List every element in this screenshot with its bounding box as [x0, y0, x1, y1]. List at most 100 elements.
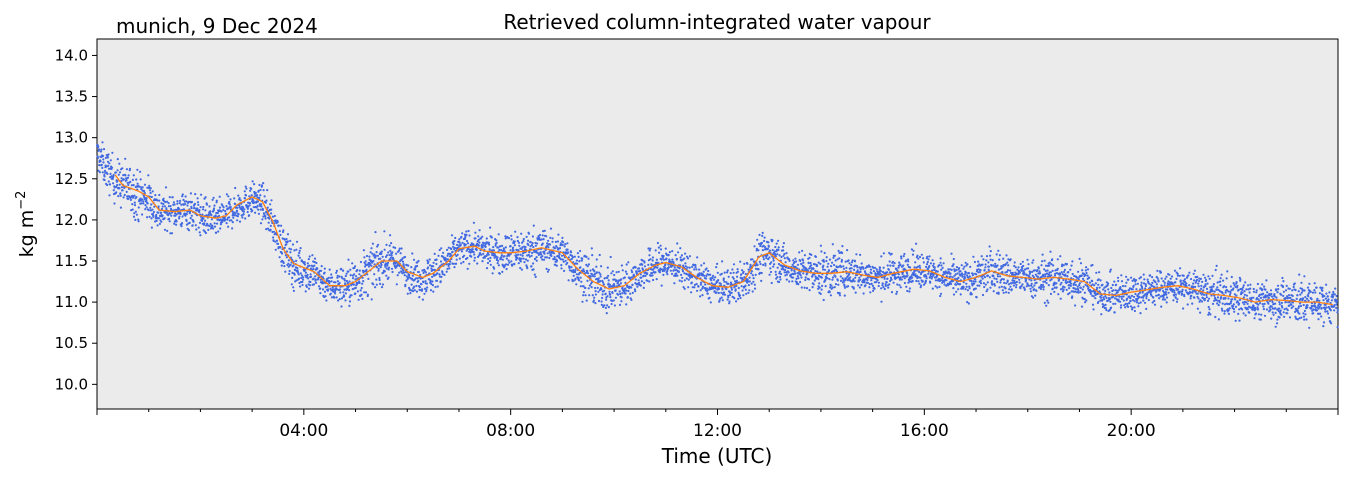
scatter-point [541, 234, 544, 237]
scatter-point [166, 229, 169, 232]
scatter-point [890, 278, 893, 281]
scatter-point [919, 276, 922, 279]
scatter-point [661, 256, 665, 259]
scatter-point [794, 257, 797, 260]
scatter-point [102, 161, 105, 164]
scatter-point [1104, 307, 1107, 310]
scatter-point [606, 295, 609, 298]
scatter-point [500, 249, 503, 252]
scatter-point [766, 253, 769, 257]
scatter-point [604, 292, 607, 295]
scatter-point [425, 282, 428, 285]
scatter-point [1071, 272, 1074, 276]
scatter-point [371, 242, 374, 245]
scatter-point [260, 203, 263, 206]
scatter-point [735, 284, 738, 287]
scatter-point [652, 268, 655, 271]
scatter-point [650, 271, 654, 275]
scatter-point [258, 183, 261, 187]
scatter-point [143, 183, 147, 186]
scatter-point [1131, 308, 1134, 311]
scatter-point [458, 241, 461, 244]
scatter-point [140, 198, 144, 201]
scatter-point [400, 267, 403, 270]
scatter-point [551, 237, 554, 240]
scatter-point [1207, 305, 1210, 309]
scatter-point [1085, 299, 1088, 302]
scatter-point [254, 211, 257, 214]
scatter-point [216, 211, 219, 215]
scatter-point [363, 291, 366, 294]
scatter-point [840, 265, 843, 269]
scatter-point [838, 294, 842, 297]
scatter-point [522, 240, 525, 243]
scatter-point [517, 262, 520, 265]
scatter-point [283, 238, 286, 241]
scatter-point [817, 261, 820, 264]
scatter-point [758, 271, 762, 274]
scatter-point [497, 259, 500, 262]
scatter-point [889, 276, 893, 279]
scatter-point [520, 232, 523, 235]
scatter-point [918, 282, 921, 285]
scatter-point [831, 261, 834, 264]
scatter-point [529, 240, 532, 244]
scatter-point [742, 294, 745, 297]
scatter-point [545, 256, 549, 259]
scatter-point [482, 242, 486, 245]
scatter-point [133, 204, 137, 207]
scatter-point [561, 243, 564, 246]
scatter-point [630, 269, 633, 272]
scatter-point [732, 271, 735, 274]
scatter-point [791, 263, 794, 266]
scatter-point [594, 293, 598, 296]
scatter-point [385, 267, 388, 270]
scatter-point [811, 275, 814, 278]
scatter-point [729, 272, 732, 275]
scatter-point [152, 210, 155, 214]
scatter-point [647, 263, 650, 266]
scatter-point [988, 276, 992, 279]
scatter-point [675, 268, 678, 271]
scatter-point [1088, 276, 1091, 279]
scatter-point [108, 183, 112, 186]
scatter-point [640, 280, 644, 283]
scatter-point [839, 279, 843, 282]
scatter-point [212, 196, 215, 199]
scatter-point [428, 258, 431, 261]
scatter-point [149, 191, 152, 195]
scatter-point [814, 255, 818, 258]
scatter-point [631, 283, 634, 287]
scatter-point [1196, 307, 1199, 310]
scatter-point [828, 278, 831, 281]
scatter-point [384, 255, 388, 258]
scatter-point [981, 263, 984, 266]
scatter-point [1191, 290, 1194, 293]
scatter-point [289, 251, 292, 254]
scatter-point [658, 271, 662, 274]
scatter-point [727, 296, 730, 299]
scatter-point [432, 265, 435, 268]
scatter-point [1100, 296, 1103, 299]
scatter-point [1241, 308, 1244, 311]
scatter-point [654, 271, 657, 274]
scatter-point [939, 257, 942, 260]
scatter-point [550, 254, 553, 257]
scatter-point [1077, 291, 1080, 294]
scatter-point [446, 258, 449, 261]
scatter-point [1101, 283, 1104, 286]
scatter-point [259, 222, 263, 225]
scatter-point [737, 286, 740, 290]
scatter-point [716, 271, 719, 274]
scatter-point [1200, 300, 1204, 303]
scatter-point [768, 273, 771, 276]
scatter-point [630, 286, 633, 289]
scatter-point [778, 272, 781, 275]
scatter-point [747, 291, 750, 294]
scatter-point [569, 251, 573, 254]
scatter-point [849, 276, 852, 279]
scatter-point [1215, 288, 1218, 291]
scatter-point [1225, 288, 1228, 292]
scatter-point [842, 267, 846, 270]
scatter-point [390, 242, 393, 245]
